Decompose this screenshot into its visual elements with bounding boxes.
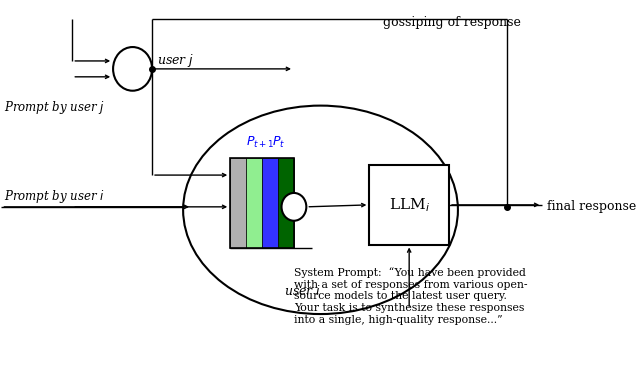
Bar: [278, 158, 294, 248]
Bar: [369, 165, 449, 245]
Text: $P_t$: $P_t$: [271, 135, 285, 150]
Text: System Prompt:  “You have been provided
with a set of responses from various ope: System Prompt: “You have been provided w…: [294, 267, 527, 325]
Bar: [246, 158, 262, 248]
Text: user $i$: user $i$: [284, 284, 321, 298]
Text: Prompt by user $i$: Prompt by user $i$: [4, 188, 105, 205]
Text: Prompt by user $j$: Prompt by user $j$: [4, 99, 105, 116]
Circle shape: [282, 193, 307, 221]
Text: gossiping of response: gossiping of response: [383, 16, 520, 29]
Circle shape: [113, 47, 152, 91]
Text: final response: final response: [547, 200, 636, 213]
Bar: [230, 158, 246, 248]
Text: user $j$: user $j$: [157, 52, 194, 69]
Bar: [230, 158, 294, 248]
Text: LLM$_i$: LLM$_i$: [388, 196, 429, 214]
Bar: [262, 158, 278, 248]
Text: $P_{t+1}$: $P_{t+1}$: [246, 135, 275, 150]
